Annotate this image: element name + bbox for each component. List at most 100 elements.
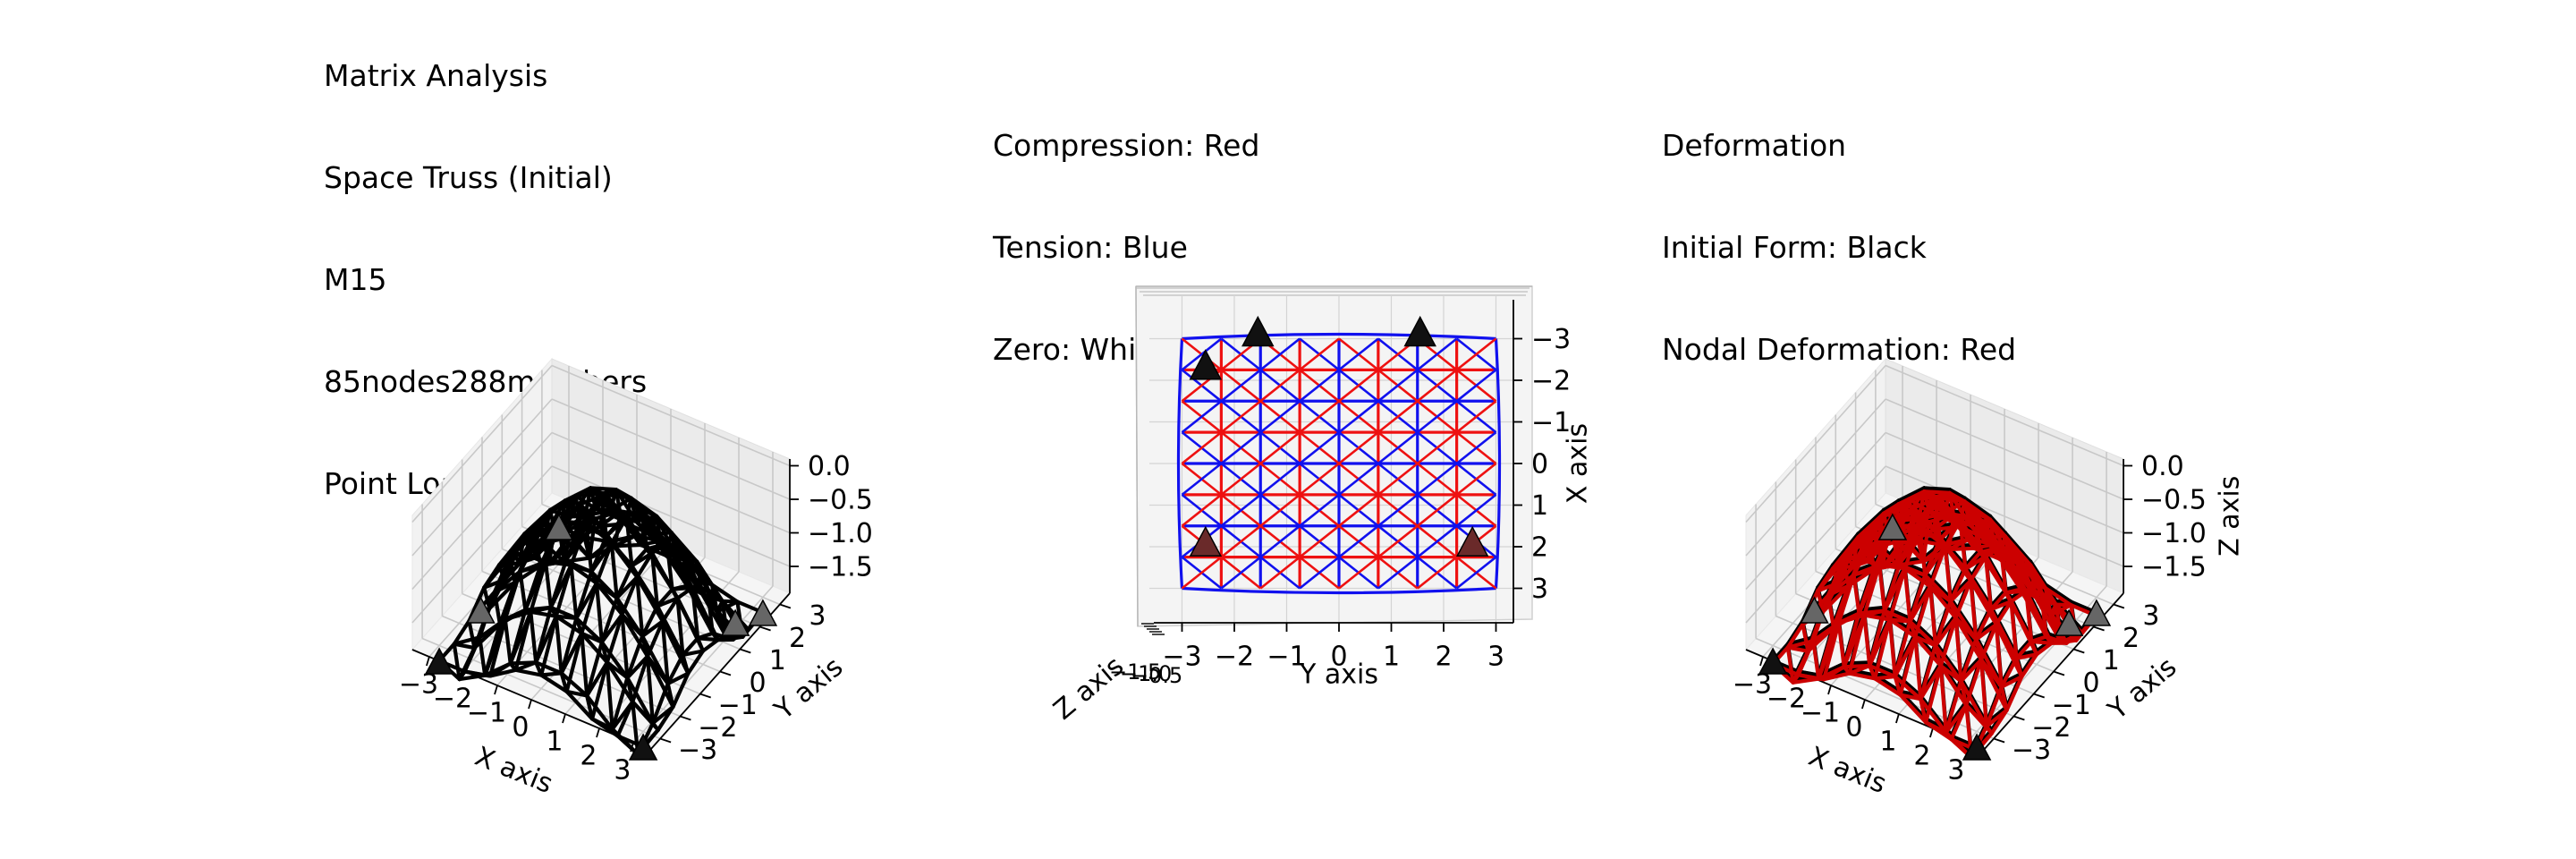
deformed-member bbox=[2054, 602, 2063, 645]
truss-member bbox=[1377, 369, 1419, 403]
deformed-member bbox=[1973, 511, 1997, 553]
truss-member bbox=[665, 681, 675, 710]
truss-member bbox=[497, 580, 517, 626]
support-marker bbox=[1800, 596, 1829, 624]
truss-member bbox=[709, 583, 740, 604]
deformed-member bbox=[1953, 616, 1963, 684]
support-marker bbox=[424, 647, 454, 675]
deformed-member bbox=[2004, 675, 2024, 712]
title-line: Space Truss (Initial) bbox=[324, 160, 613, 195]
truss-member bbox=[563, 498, 588, 518]
deformed-member bbox=[2044, 634, 2063, 645]
deformed-member bbox=[1893, 619, 1912, 679]
deformed-member bbox=[1973, 511, 1983, 555]
x-tick-label: −1 bbox=[1801, 698, 1840, 729]
support-marker bbox=[748, 599, 778, 626]
deformed-member bbox=[1897, 526, 1917, 566]
truss-member bbox=[1416, 369, 1458, 403]
y-tick bbox=[2073, 648, 2085, 654]
deformed-member bbox=[1924, 720, 1948, 735]
deformed-member bbox=[1933, 643, 1963, 684]
x-tick bbox=[1861, 699, 1866, 710]
z-tick-label: −1.0 bbox=[2141, 518, 2207, 549]
deformed-member bbox=[1953, 616, 1979, 642]
x-axis-label: X axis bbox=[470, 741, 557, 800]
truss-member bbox=[457, 645, 477, 682]
truss-member bbox=[1494, 338, 1502, 589]
deformed-member bbox=[2014, 652, 2039, 660]
support-marker bbox=[1189, 525, 1223, 557]
truss-member bbox=[604, 517, 623, 539]
gridline bbox=[411, 398, 553, 557]
truss-member bbox=[640, 507, 649, 551]
deformed-member bbox=[1831, 583, 1851, 630]
deformed-member bbox=[1928, 584, 1953, 604]
y-tick-label: −3 bbox=[678, 735, 717, 766]
truss-member bbox=[589, 717, 614, 731]
z-tick-label: −0.5 bbox=[1131, 663, 1182, 688]
truss-member bbox=[594, 581, 619, 600]
deformed-member bbox=[1902, 489, 1927, 523]
truss-member bbox=[665, 671, 691, 686]
truss-member bbox=[589, 534, 609, 574]
x-tick-label: 1 bbox=[546, 727, 563, 758]
truss-member bbox=[547, 507, 572, 519]
deformed-member bbox=[1999, 656, 2019, 689]
y-tick-label: 1 bbox=[2103, 645, 2120, 676]
truss-member bbox=[686, 649, 706, 676]
truss-member bbox=[624, 515, 634, 568]
truss-member bbox=[640, 619, 665, 639]
y-tick-label: 0 bbox=[2082, 668, 2099, 699]
truss-member bbox=[710, 631, 730, 642]
deformed-member bbox=[1887, 617, 1912, 624]
x-axis-label: X axis bbox=[1804, 741, 1891, 800]
y-tick bbox=[659, 737, 672, 744]
deformed-member bbox=[1979, 549, 1997, 555]
deformed-member bbox=[1842, 611, 1861, 669]
deformed-member bbox=[1974, 607, 1993, 642]
support-marker bbox=[1403, 315, 1436, 347]
truss-member bbox=[513, 550, 532, 585]
x-tick bbox=[1895, 713, 1900, 724]
truss-member bbox=[564, 689, 595, 721]
support-marker bbox=[1455, 525, 1489, 557]
truss-member bbox=[594, 581, 605, 644]
truss-member bbox=[558, 519, 583, 528]
truss-member bbox=[507, 550, 532, 559]
x-tick-label: 2 bbox=[1913, 741, 1930, 772]
title-line: Tension: Blue bbox=[993, 230, 1188, 265]
z-tick-label: −0.5 bbox=[2141, 485, 2207, 516]
deformed-member bbox=[1969, 578, 1979, 642]
truss-member bbox=[492, 580, 517, 594]
deformed-member bbox=[1796, 673, 1821, 681]
x-tick-label: −1 bbox=[467, 698, 506, 729]
truss-member bbox=[1455, 337, 1497, 371]
truss-member bbox=[584, 521, 594, 574]
x-tick-label: −1 bbox=[1531, 407, 1571, 438]
truss-member bbox=[640, 507, 664, 550]
truss-member bbox=[482, 585, 492, 611]
x-tick-label: 0 bbox=[512, 712, 529, 744]
truss-member bbox=[1868, 660, 1897, 676]
y-tick-label: 3 bbox=[809, 600, 826, 632]
deformed-member bbox=[1933, 599, 1953, 648]
x-tick-label: −2 bbox=[1531, 366, 1571, 397]
truss-member bbox=[559, 616, 579, 676]
truss-member bbox=[529, 605, 554, 614]
truss-member bbox=[573, 493, 583, 528]
truss-member bbox=[681, 649, 706, 658]
deformed-member bbox=[1932, 495, 1957, 525]
truss-member bbox=[518, 564, 543, 574]
truss-member bbox=[700, 637, 720, 653]
deformed-member bbox=[1852, 573, 1861, 616]
x-tick bbox=[1827, 685, 1832, 695]
deformed-member bbox=[1938, 663, 1948, 735]
deformed-member bbox=[1919, 697, 1948, 735]
truss-member bbox=[1455, 400, 1497, 434]
deformed-member bbox=[1918, 524, 1928, 577]
truss-member bbox=[568, 486, 593, 519]
truss-member bbox=[650, 704, 675, 726]
truss-member bbox=[1299, 400, 1340, 434]
truss-member bbox=[624, 515, 649, 551]
deformed-member bbox=[2024, 589, 2048, 639]
